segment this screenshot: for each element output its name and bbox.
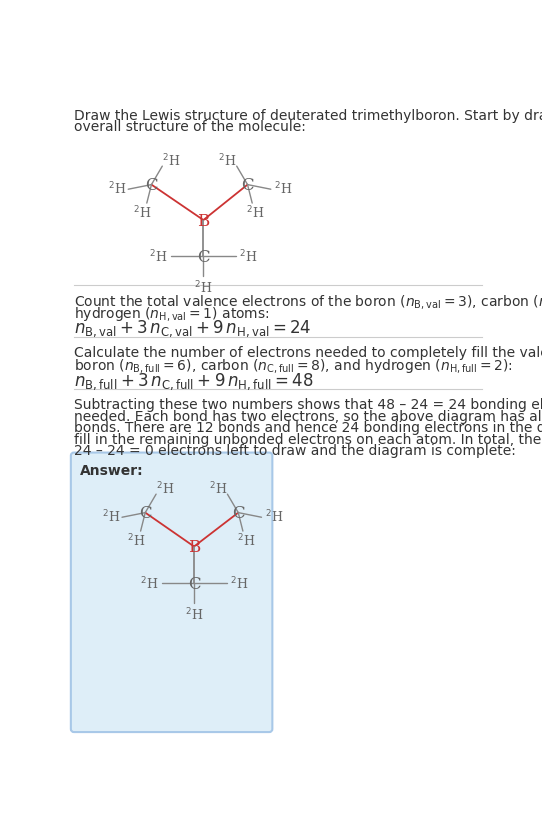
Text: $^2$H: $^2$H [185,606,203,623]
Text: B: B [188,538,200,555]
Text: $^2$H: $^2$H [133,204,151,221]
Text: Draw the Lewis structure of deuterated trimethylboron. Start by drawing the: Draw the Lewis structure of deuterated t… [74,108,542,122]
Text: Count the total valence electrons of the boron ($n_\mathrm{B,val} = 3$), carbon : Count the total valence electrons of the… [74,293,542,311]
Text: $n_\mathrm{B,full} + 3\,n_\mathrm{C,full} + 9\,n_\mathrm{H,full} = 48$: $n_\mathrm{B,full} + 3\,n_\mathrm{C,full… [74,370,313,391]
Text: needed. Each bond has two electrons, so the above diagram has all the necessary: needed. Each bond has two electrons, so … [74,409,542,423]
Text: boron ($n_\mathrm{B,full} = 6$), carbon ($n_\mathrm{C,full} = 8$), and hydrogen : boron ($n_\mathrm{B,full} = 6$), carbon … [74,357,513,375]
Text: C: C [188,576,201,592]
Text: bonds. There are 12 bonds and hence 24 bonding electrons in the diagram. Lastly,: bonds. There are 12 bonds and hence 24 b… [74,421,542,435]
Text: C: C [241,177,254,194]
Text: overall structure of the molecule:: overall structure of the molecule: [74,120,306,134]
Text: hydrogen ($n_\mathrm{H,val} = 1$) atoms:: hydrogen ($n_\mathrm{H,val} = 1$) atoms: [74,304,270,323]
Text: C: C [139,504,152,522]
Text: $^2$H: $^2$H [239,249,257,265]
Text: $^2$H: $^2$H [246,204,264,221]
Text: $^2$H: $^2$H [194,280,212,296]
Text: $^2$H: $^2$H [230,576,248,592]
Text: Calculate the number of electrons needed to completely fill the valence shells f: Calculate the number of electrons needed… [74,346,542,359]
Text: Subtracting these two numbers shows that 48 – 24 = 24 bonding electrons are: Subtracting these two numbers shows that… [74,398,542,412]
Text: B: B [197,213,210,229]
Text: Answer:: Answer: [80,464,144,478]
Text: 24 – 24 = 0 electrons left to draw and the diagram is complete:: 24 – 24 = 0 electrons left to draw and t… [74,444,516,458]
Text: $^2$H: $^2$H [209,480,227,497]
Text: $^2$H: $^2$H [218,152,236,169]
Text: $^2$H: $^2$H [140,576,158,592]
Text: $^2$H: $^2$H [156,480,175,497]
Text: $^2$H: $^2$H [149,249,167,265]
Text: $^2$H: $^2$H [127,532,145,548]
Text: $^2$H: $^2$H [108,181,126,198]
Text: C: C [145,177,158,194]
FancyBboxPatch shape [71,453,272,732]
Text: $^2$H: $^2$H [264,509,283,525]
Text: $n_\mathrm{B,val} + 3\,n_\mathrm{C,val} + 9\,n_\mathrm{H,val} = 24$: $n_\mathrm{B,val} + 3\,n_\mathrm{C,val} … [74,318,312,339]
Text: $^2$H: $^2$H [163,152,181,169]
Text: C: C [197,248,210,265]
Text: $^2$H: $^2$H [274,181,292,198]
Text: fill in the remaining unbonded electrons on each atom. In total, there remain: fill in the remaining unbonded electrons… [74,433,542,447]
Text: $^2$H: $^2$H [102,509,120,525]
Text: $^2$H: $^2$H [237,532,255,548]
Text: C: C [232,504,244,522]
